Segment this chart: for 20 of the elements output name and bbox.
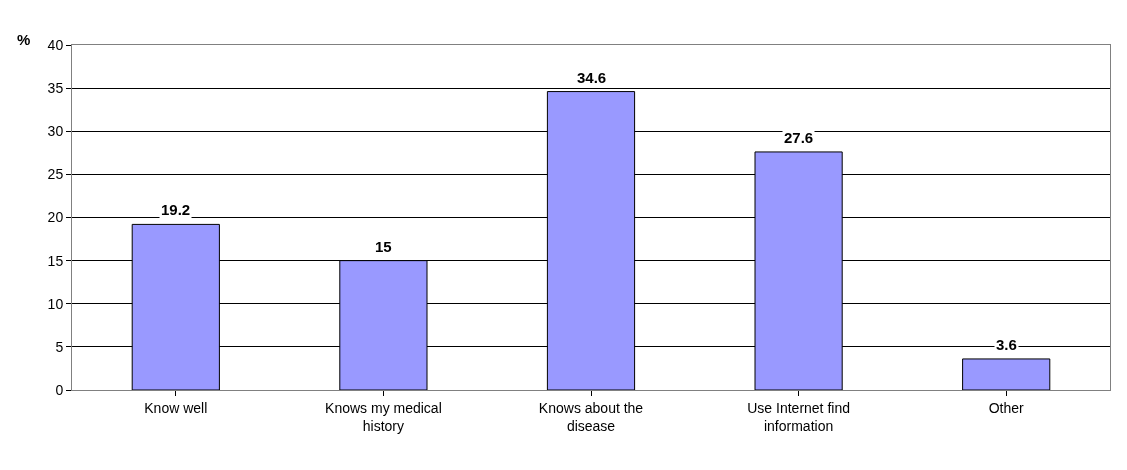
data-label: 15: [375, 238, 392, 255]
y-tick-label: 15: [47, 252, 64, 269]
x-tick-label: Use Internet find information: [747, 399, 850, 434]
y-tick-label: 25: [47, 166, 64, 183]
y-tick-label: 40: [47, 36, 64, 53]
y-tick-label: 10: [47, 295, 64, 312]
x-tick-label: Knows my medical history: [325, 399, 442, 434]
data-label: 19.2: [161, 201, 191, 218]
x-tick-label: Knows about the disease: [538, 399, 644, 434]
y-tick-label: 0: [55, 381, 64, 398]
x-tick-label: Other: [988, 399, 1025, 416]
y-tick-label: 20: [47, 209, 64, 226]
x-tick-label: Know well: [144, 399, 208, 416]
y-tick-label: 30: [47, 123, 64, 140]
y-axis-title: %: [17, 31, 31, 48]
data-label: 3.6: [996, 336, 1017, 353]
y-tick-label: 35: [47, 80, 64, 97]
data-label: 27.6: [784, 129, 814, 146]
y-tick-label: 5: [55, 338, 64, 355]
data-label: 34.6: [577, 69, 607, 86]
